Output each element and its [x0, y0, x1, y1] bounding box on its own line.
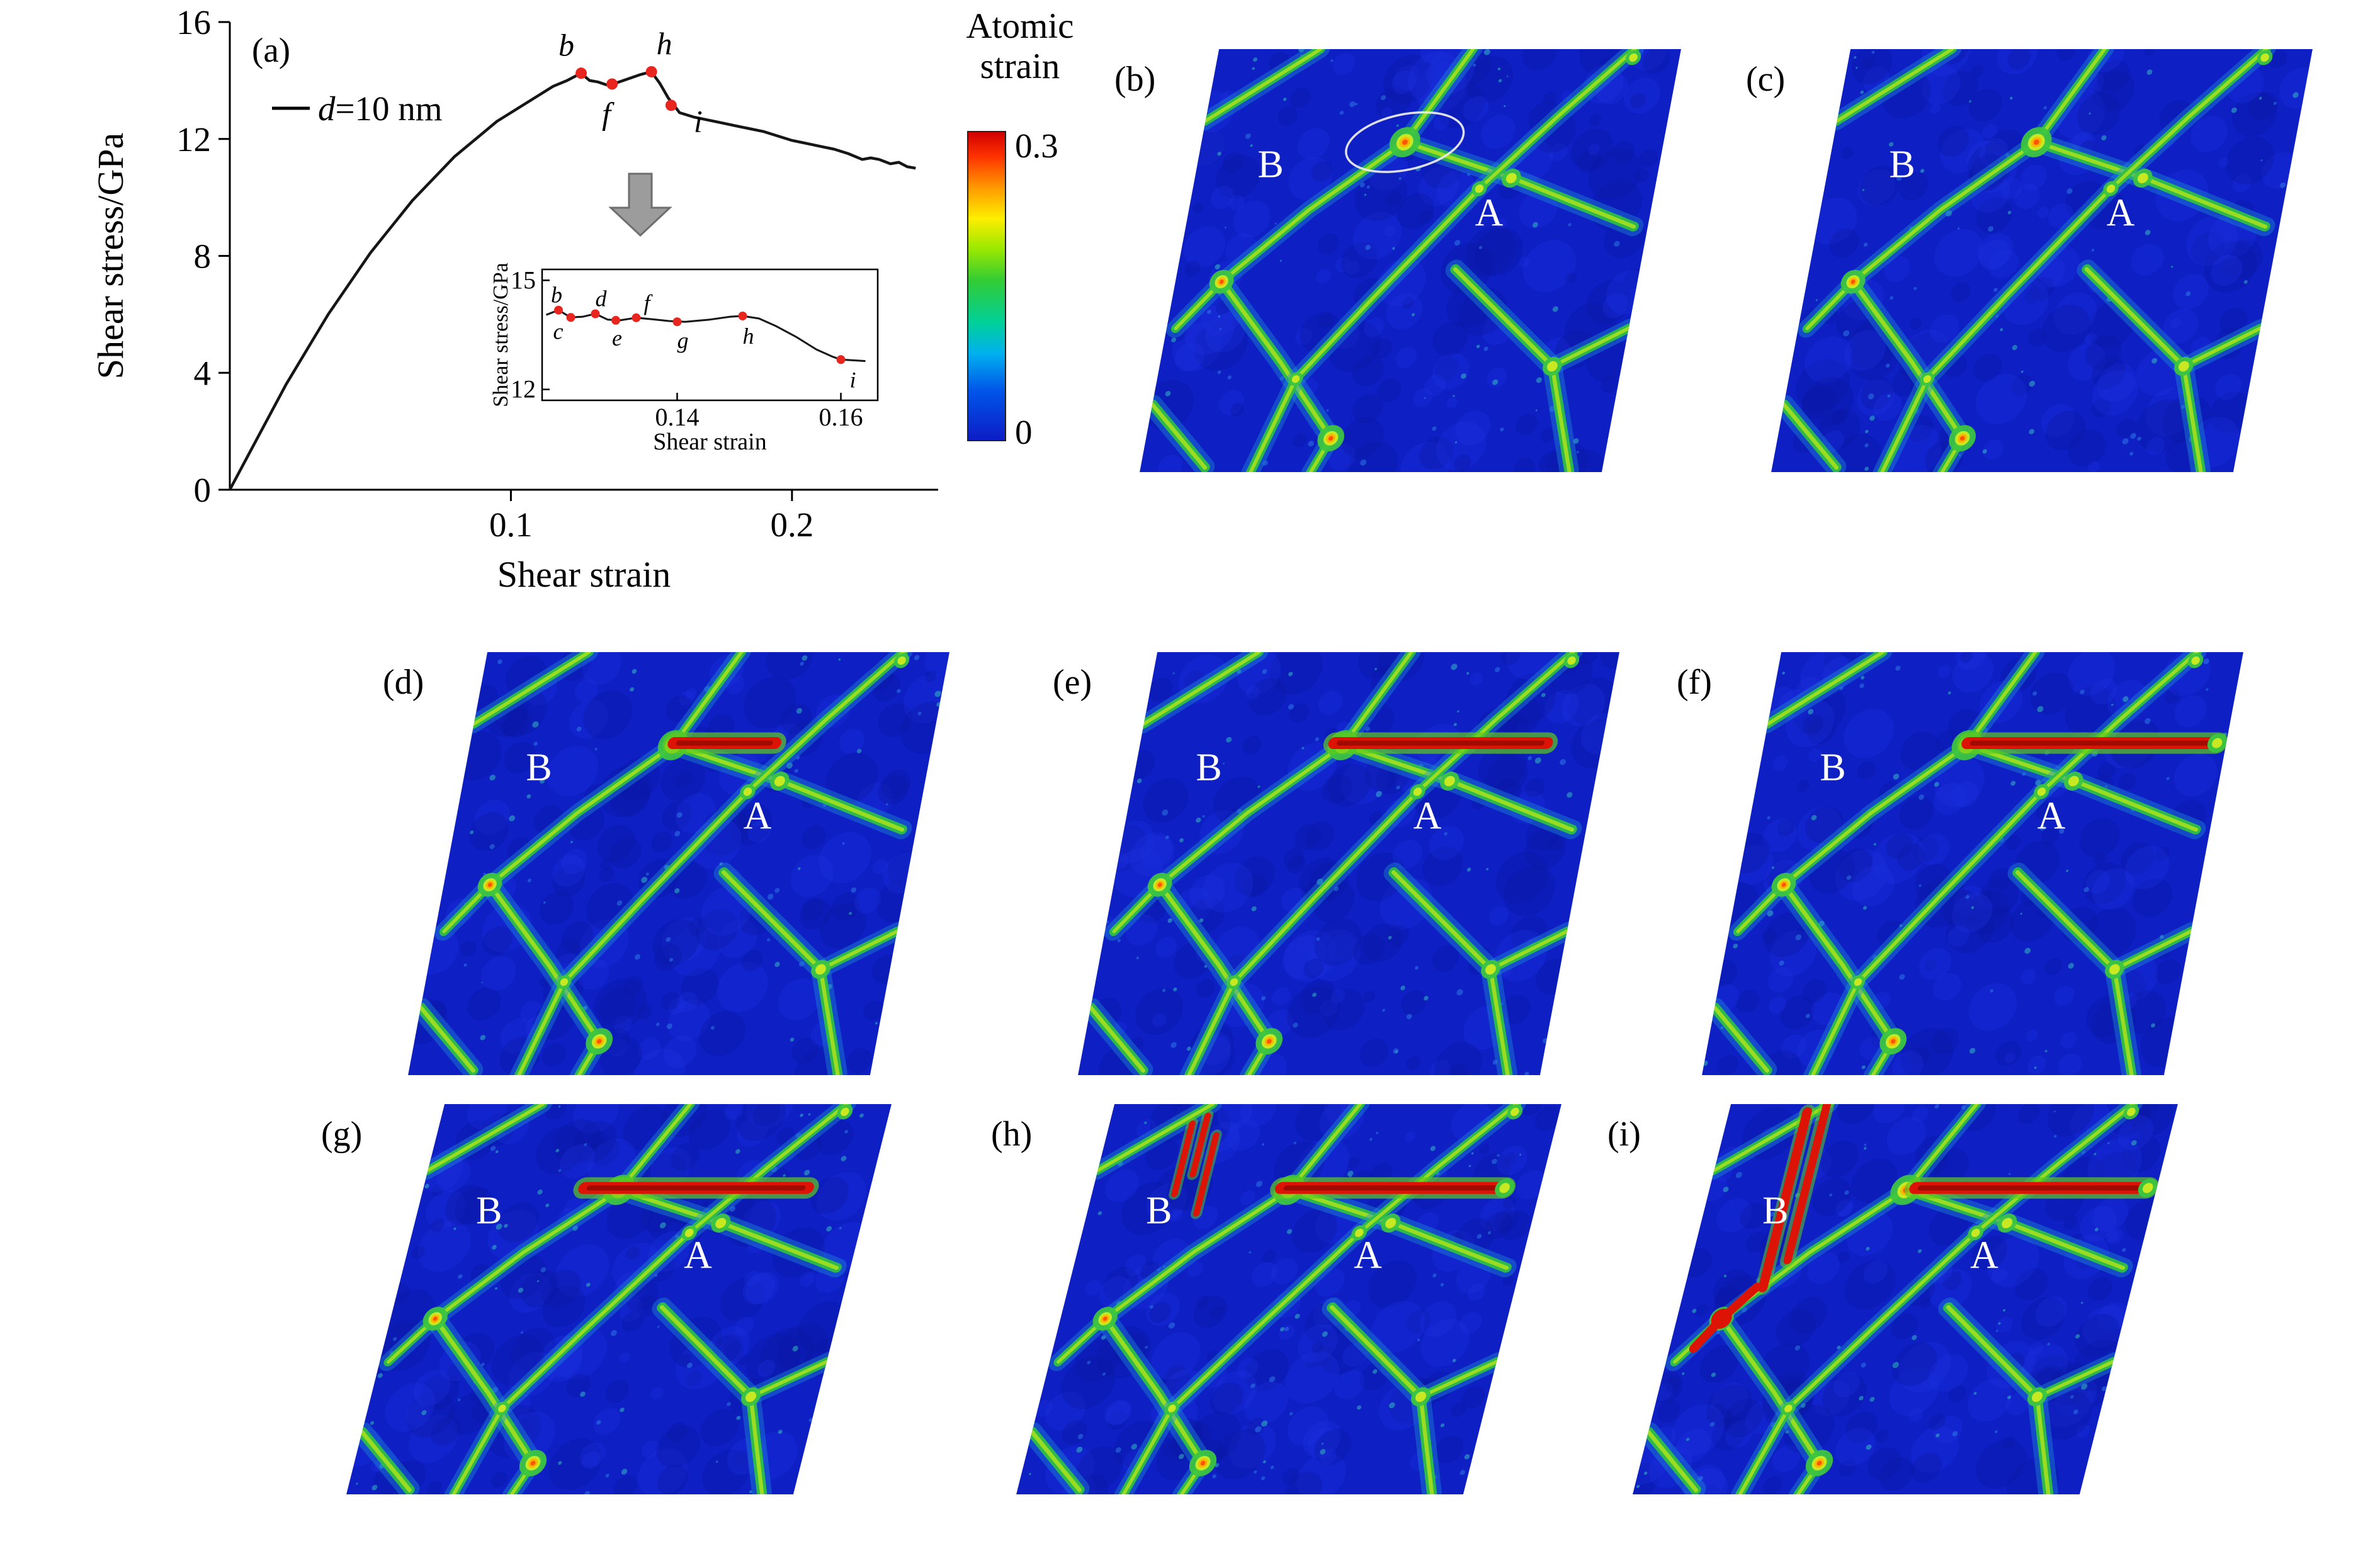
colorbar-min-label: 0 [1015, 413, 1033, 451]
colorbar-gradient [967, 131, 1006, 441]
panel-label: (e) [1053, 663, 1092, 702]
grain-label-B: B [526, 746, 552, 789]
svg-text:Shear strain: Shear strain [497, 554, 671, 595]
grain-label-B: B [1257, 143, 1283, 186]
svg-text:b: b [558, 27, 574, 62]
svg-text:c: c [553, 319, 564, 344]
grain-label-A: A [2037, 795, 2066, 838]
grain-label-A: A [1475, 192, 1504, 235]
strain-map-f: BA [1702, 652, 2243, 1075]
svg-text:b: b [551, 283, 562, 308]
svg-text:d: d [596, 286, 608, 311]
grain-label-B: B [1196, 746, 1221, 789]
strain-map-b: BA [1140, 49, 1681, 472]
svg-text:i: i [850, 367, 856, 392]
grain-label-A: A [2107, 192, 2135, 235]
svg-text:Shear stress/GPa: Shear stress/GPa [489, 262, 513, 407]
svg-text:8: 8 [194, 237, 212, 276]
svg-text:g: g [677, 328, 689, 353]
grain-label-A: A [744, 795, 772, 838]
panel-label: (g) [321, 1115, 363, 1154]
svg-text:12: 12 [511, 375, 536, 403]
stress-strain-plot: 0 4 8 12 16 0.1 0.2 Shear stress/GPa Shear strai… [90, 3, 938, 595]
panel-label: (c) [1746, 60, 1786, 99]
panel-label: (f) [1677, 663, 1712, 702]
grain-label-A: A [1414, 795, 1442, 838]
panel-label: (d) [383, 663, 424, 702]
strain-map-h: BA [1016, 1104, 1561, 1494]
grain-label-A: A [684, 1234, 712, 1277]
svg-text:i: i [694, 103, 703, 138]
colorbar-max-label: 0.3 [1015, 127, 1058, 165]
grain-label-B: B [1820, 746, 1845, 789]
panel-label: (h) [991, 1115, 1033, 1154]
svg-text:0.16: 0.16 [819, 403, 863, 431]
figure: 0 4 8 12 16 0.1 0.2 Shear stress/GPa Shear strai… [90, 3, 2350, 1494]
highlight-ellipse [1345, 111, 1465, 173]
panel-label: (b) [1114, 60, 1156, 99]
svg-text:0.1: 0.1 [489, 505, 533, 544]
svg-text:(a): (a) [252, 31, 290, 69]
grain-label-B: B [1762, 1189, 1788, 1232]
svg-text:e: e [612, 325, 622, 351]
grain-label-A: A [1354, 1234, 1382, 1277]
svg-text:Shear strain: Shear strain [653, 429, 766, 455]
svg-text:f: f [602, 96, 615, 131]
svg-text:15: 15 [511, 266, 536, 294]
strain-map-d: BA [408, 652, 949, 1075]
colorbar-title: Atomic strain [966, 6, 1074, 86]
svg-text:Shear stress/GPa: Shear stress/GPa [90, 133, 131, 379]
svg-text:0.2: 0.2 [770, 505, 813, 544]
grain-label-B: B [476, 1189, 502, 1232]
strain-map-e: BA [1078, 652, 1619, 1075]
svg-text:4: 4 [194, 354, 212, 392]
svg-text:h: h [657, 26, 672, 61]
strain-map-i: BA [1633, 1104, 2178, 1494]
grain-label-B: B [1146, 1189, 1172, 1232]
grain-label-B: B [1889, 143, 1915, 186]
strain-map-g: BA [346, 1104, 892, 1494]
svg-text:0: 0 [194, 471, 212, 509]
svg-text:0.14: 0.14 [655, 403, 700, 431]
panel-label: (i) [1607, 1115, 1641, 1154]
strain-map-c: BA [1771, 49, 2313, 472]
svg-text:d=10 nm: d=10 nm [318, 89, 443, 128]
svg-text:16: 16 [176, 3, 211, 42]
grain-label-A: A [1970, 1234, 1998, 1277]
svg-text:h: h [743, 324, 754, 349]
svg-text:12: 12 [176, 120, 211, 159]
